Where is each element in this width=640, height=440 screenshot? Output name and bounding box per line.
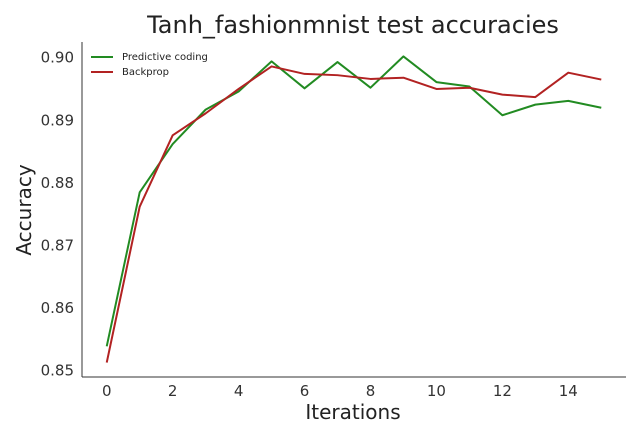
series-line-predictive-coding <box>105 55 602 347</box>
y-tick-label: 0.88 <box>41 174 74 192</box>
legend-label-backprop: Backprop <box>122 67 169 78</box>
chart-title: Tanh_fashionmnist test accuracies <box>146 11 559 39</box>
series-line-backprop <box>105 65 602 363</box>
y-tick-label: 0.86 <box>41 299 74 317</box>
x-ticks: 0 2 4 6 8 10 12 14 <box>102 382 578 400</box>
y-tick-label: 0.85 <box>41 362 74 380</box>
x-tick-label: 14 <box>559 382 578 400</box>
x-tick-label: 8 <box>366 382 376 400</box>
y-tick-label: 0.87 <box>41 237 74 255</box>
x-tick-label: 10 <box>427 382 446 400</box>
x-tick-label: 4 <box>234 382 244 400</box>
legend: Predictive coding Backprop <box>91 52 208 78</box>
y-tick-label: 0.90 <box>41 49 74 67</box>
x-tick-label: 12 <box>493 382 512 400</box>
y-tick-label: 0.89 <box>41 111 74 129</box>
x-tick-label: 6 <box>300 382 310 400</box>
y-ticks: 0.85 0.86 0.87 0.88 0.89 0.90 <box>41 49 74 380</box>
x-tick-label: 2 <box>168 382 178 400</box>
x-axis-label: Iterations <box>305 400 400 424</box>
y-axis-label: Accuracy <box>12 164 36 255</box>
legend-label-predictive-coding: Predictive coding <box>122 52 208 63</box>
series-group <box>105 55 602 363</box>
x-tick-label: 0 <box>102 382 112 400</box>
